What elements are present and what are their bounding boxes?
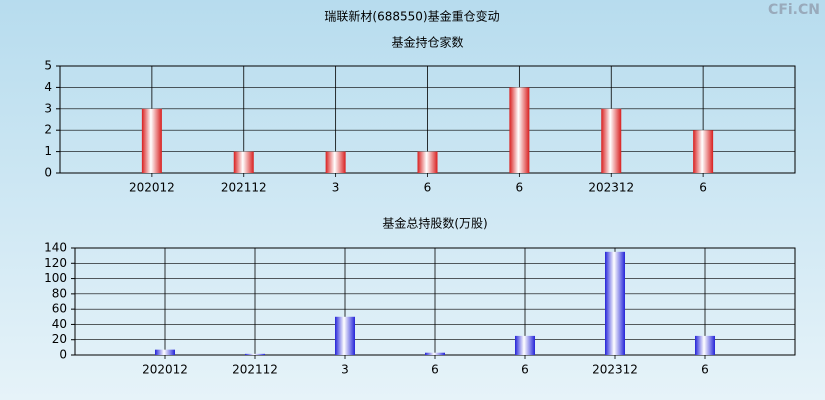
x-tick-label: 6 — [521, 363, 529, 377]
x-tick-label: 202112 — [221, 181, 267, 195]
x-tick-label: 3 — [341, 363, 349, 377]
y-tick-label: 5 — [44, 59, 52, 73]
bar — [605, 251, 625, 355]
chart-title: 基金持仓家数 — [391, 35, 463, 50]
y-tick-label: 80 — [52, 286, 67, 300]
y-tick-label: 2 — [44, 123, 52, 137]
bar — [515, 335, 535, 355]
x-tick-label: 202012 — [129, 181, 175, 195]
y-tick-label: 40 — [52, 317, 67, 331]
x-tick-label: 202112 — [232, 363, 278, 377]
y-tick-label: 60 — [52, 302, 67, 316]
x-tick-label: 6 — [699, 181, 707, 195]
bar — [245, 353, 265, 355]
bar — [425, 352, 445, 355]
bar — [155, 349, 175, 355]
bar — [141, 108, 162, 173]
x-tick-label: 202012 — [142, 363, 188, 377]
bar — [693, 130, 714, 173]
bar — [325, 151, 346, 173]
y-tick-label: 4 — [44, 80, 52, 94]
y-tick-label: 0 — [59, 348, 67, 362]
y-tick-label: 100 — [44, 271, 67, 285]
y-tick-label: 140 — [44, 241, 67, 255]
bar — [335, 316, 355, 355]
y-tick-label: 20 — [52, 332, 67, 346]
bar — [509, 87, 530, 173]
y-tick-label: 0 — [44, 166, 52, 180]
x-tick-label: 202312 — [588, 181, 634, 195]
bar — [695, 335, 715, 355]
x-tick-label: 6 — [431, 363, 439, 377]
bar — [417, 151, 438, 173]
watermark: CFi.CN — [768, 2, 820, 18]
y-tick-label: 1 — [44, 144, 52, 158]
y-tick-label: 3 — [44, 101, 52, 115]
x-tick-label: 202312 — [592, 363, 638, 377]
bar — [601, 108, 622, 173]
x-tick-label: 6 — [701, 363, 709, 377]
bar — [233, 151, 254, 173]
x-tick-label: 6 — [516, 181, 524, 195]
x-tick-label: 3 — [332, 181, 340, 195]
y-tick-label: 120 — [44, 256, 67, 270]
x-tick-label: 6 — [424, 181, 432, 195]
chart-title: 基金总持股数(万股) — [382, 216, 487, 231]
page-title: 瑞联新材(688550)基金重仓变动 — [324, 9, 499, 24]
